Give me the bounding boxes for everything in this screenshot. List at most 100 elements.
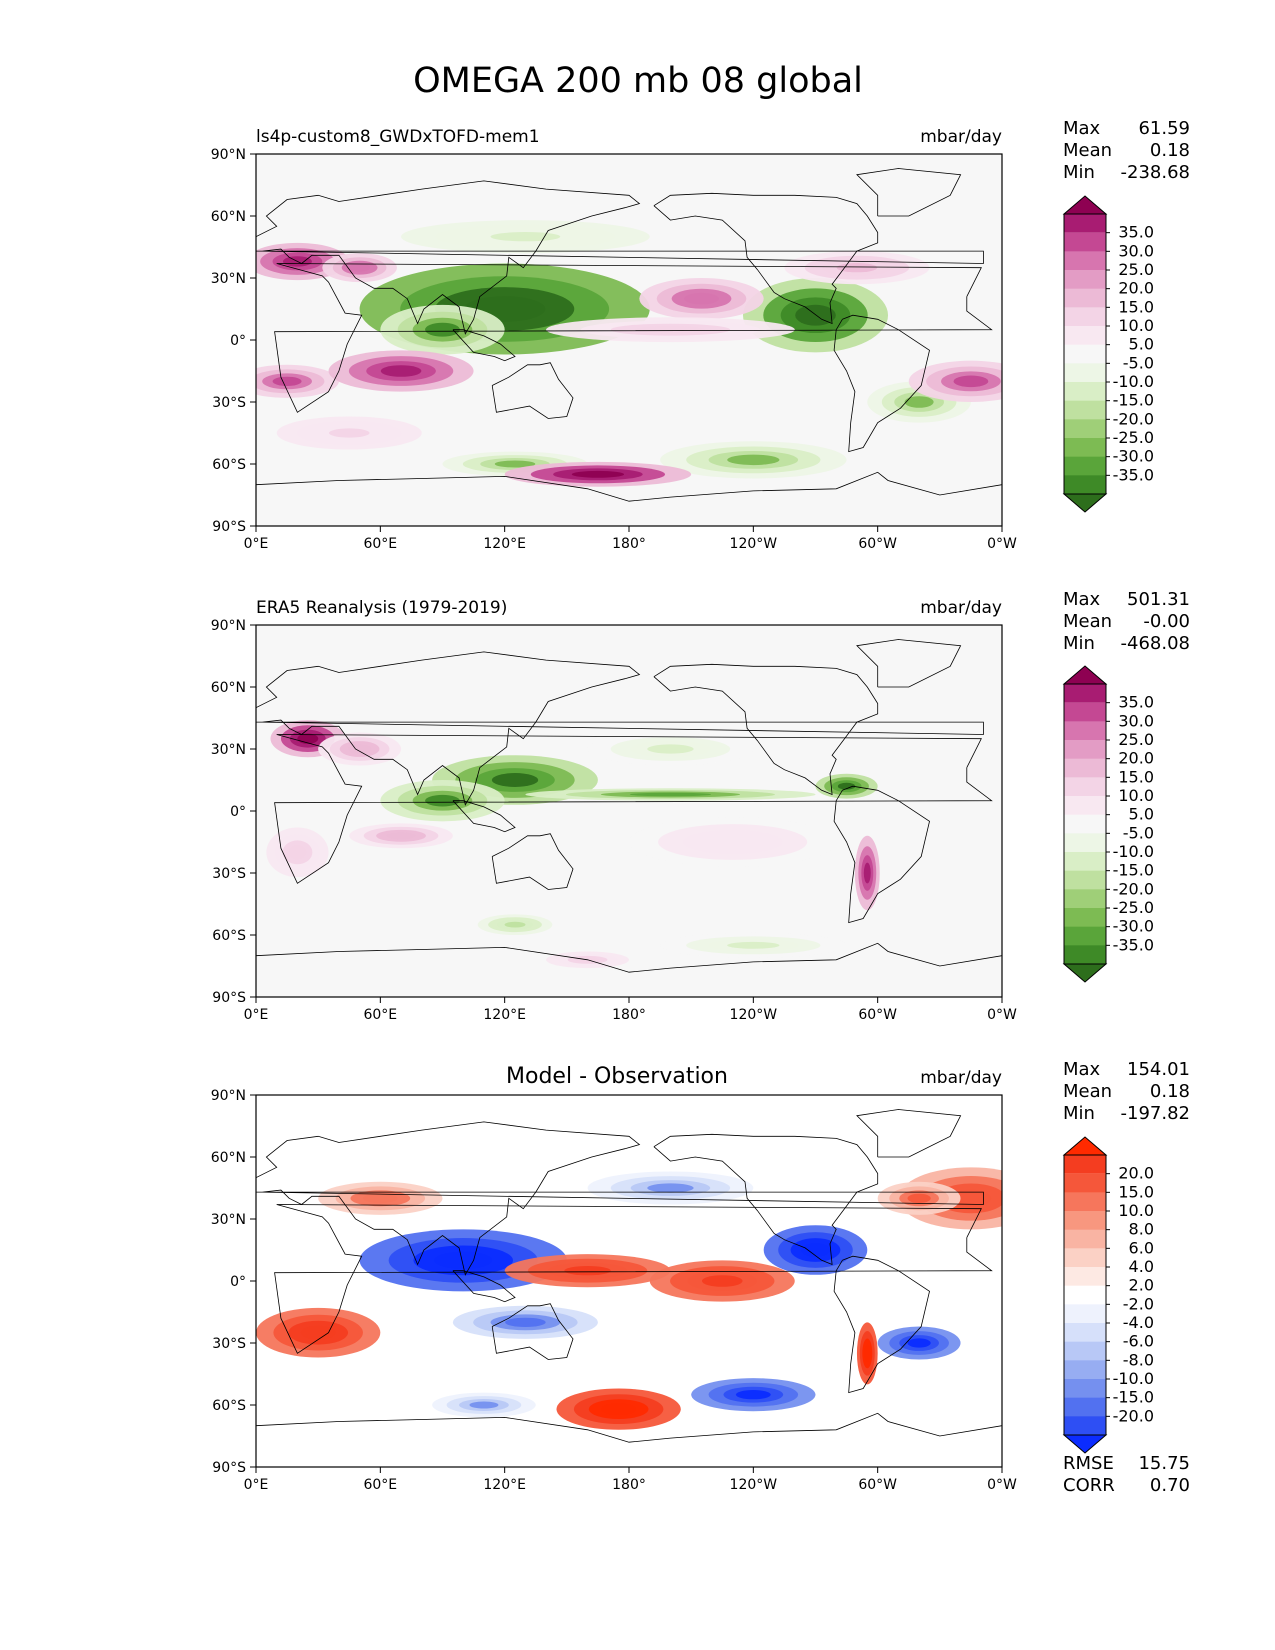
colorbar-tick-label: 6.0 — [1129, 1238, 1154, 1257]
coastline — [833, 785, 930, 924]
colorbar-bin — [1064, 1304, 1106, 1324]
colorbar-extend-max — [1062, 1136, 1108, 1156]
colorbar-bin — [1064, 721, 1106, 741]
contour-blob — [953, 375, 989, 388]
coastline — [452, 1270, 516, 1303]
y-tick-label: 30°N — [211, 742, 246, 758]
y-tick-label: 30°S — [212, 1336, 246, 1352]
colorbar-tick-label: 2.0 — [1129, 1276, 1154, 1295]
contour-blob — [328, 428, 370, 438]
colorbar-tick-label: 25.0 — [1118, 730, 1154, 749]
colorbar-tick-label: 20.0 — [1118, 1164, 1154, 1183]
colorbar-bin — [1064, 326, 1106, 346]
contour-blob — [684, 292, 719, 305]
contour-blob — [907, 1338, 931, 1348]
coastline — [256, 1121, 984, 1276]
contour-blob — [701, 1275, 743, 1287]
coastline — [256, 1412, 1002, 1443]
colorbar-bin — [1064, 400, 1106, 420]
x-tick-label: 120°W — [730, 536, 778, 552]
coastline — [256, 942, 1002, 973]
stat-label-rmse: RMSE — [1063, 1453, 1114, 1474]
contour-blob — [601, 1403, 637, 1415]
y-tick-label: 60°N — [211, 1150, 246, 1166]
colorbar-tick-label: 20.0 — [1118, 279, 1154, 298]
x-tick-label: 60°E — [363, 536, 397, 552]
colorbar-bin — [1064, 307, 1106, 327]
colorbar-tick-label: 35.0 — [1118, 693, 1154, 712]
map-background — [256, 625, 1002, 997]
colorbar-tick-label: 30.0 — [1118, 241, 1154, 260]
colorbar-tick-label: -6.0 — [1123, 1332, 1154, 1351]
y-tick-label: 60°N — [211, 209, 246, 225]
x-tick-label: 0°E — [244, 1477, 269, 1493]
contour-blob — [727, 454, 780, 466]
contour-blob — [864, 1344, 871, 1363]
colorbar-bin — [1064, 363, 1106, 383]
colorbar-tick-label: 10.0 — [1118, 1201, 1154, 1220]
x-tick-label: 60°W — [858, 1477, 897, 1493]
colorbar-bin — [1064, 1211, 1106, 1231]
y-tick-label: 30°N — [211, 1212, 246, 1228]
panel-observation: 0°E 60°E 120°E 180° 120°W 60°W 0°W 90°N 60°N 30°N… — [211, 589, 1190, 1023]
contour-blob — [491, 773, 539, 787]
x-tick-label: 60°W — [858, 1007, 897, 1023]
contour-blob — [505, 1317, 546, 1327]
colorbar-tick-label: -10.0 — [1113, 1369, 1154, 1388]
colorbar-bin — [1064, 251, 1106, 271]
colorbar-tick-label: -5.0 — [1123, 353, 1154, 372]
coastlines — [256, 639, 1002, 973]
y-tick-label: 30°N — [211, 271, 246, 287]
y-tick-label: 0° — [230, 333, 246, 349]
colorbar-tick-label: -20.0 — [1113, 409, 1154, 428]
x-tick-label: 120°W — [730, 1477, 778, 1493]
colorbar-bin — [1064, 1192, 1106, 1212]
colorbar-extend-min — [1062, 963, 1108, 983]
x-tick-label: 0°W — [987, 1007, 1017, 1023]
x-tick-label: 60°E — [363, 1477, 397, 1493]
contour-blob — [504, 921, 526, 928]
colorbar-tick-label: -25.0 — [1113, 898, 1154, 917]
coastline — [491, 362, 574, 419]
contour-blob — [494, 460, 536, 468]
colorbar: 35.030.025.020.015.010.05.0-5.0-10.0-15.… — [1062, 665, 1154, 983]
coastline — [274, 263, 993, 413]
units-label: mbar/day — [920, 598, 1002, 618]
colorbar-bin — [1064, 1397, 1106, 1417]
colorbar-bin — [1064, 1229, 1106, 1249]
colorbar-bin — [1064, 945, 1106, 964]
colorbar-tick-label: 25.0 — [1118, 260, 1154, 279]
colorbar-bin — [1064, 1285, 1106, 1305]
contour-blob — [434, 1251, 493, 1270]
colorbar-bin — [1064, 870, 1106, 890]
colorbar-bin — [1064, 833, 1106, 853]
contour-blob — [380, 365, 422, 377]
panel-title: ERA5 Reanalysis (1979-2019) — [256, 598, 507, 618]
colorbar-tick-label: -30.0 — [1113, 917, 1154, 936]
y-tick-label: 90°S — [212, 519, 246, 535]
panel-title: ls4p-custom8_GWDxTOFD-mem1 — [256, 127, 540, 147]
colorbar-tick-label: 10.0 — [1118, 786, 1154, 805]
x-tick-label: 0°W — [987, 1477, 1017, 1493]
colorbar-tick-label: -2.0 — [1123, 1294, 1154, 1313]
colorbar-tick-label: -35.0 — [1113, 465, 1154, 484]
coastline — [856, 1109, 962, 1158]
colorbar-frame — [1063, 683, 1107, 965]
y-tick-label: 90°S — [212, 990, 246, 1006]
x-tick-label: 60°W — [858, 536, 897, 552]
contour-blob — [703, 835, 762, 849]
x-tick-label: 180° — [612, 1007, 646, 1023]
coastline — [256, 180, 984, 335]
colorbar-bin — [1064, 438, 1106, 458]
colorbar-bin — [1064, 382, 1106, 402]
x-tick-label: 0°E — [244, 1007, 269, 1023]
coastline — [653, 1133, 879, 1266]
x-tick-label: 180° — [612, 536, 646, 552]
field-contours — [266, 720, 880, 969]
contour-blob — [469, 1401, 499, 1409]
colorbar-bin — [1064, 456, 1106, 476]
colorbar-bin — [1064, 232, 1106, 252]
colorbar-tick-label: -15.0 — [1113, 391, 1154, 410]
x-tick-label: 120°E — [483, 536, 526, 552]
